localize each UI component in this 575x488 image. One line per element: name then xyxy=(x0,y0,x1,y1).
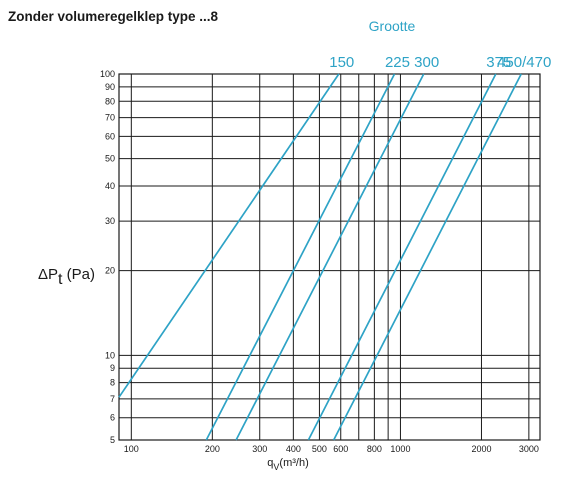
x-axis-label-main: q xyxy=(267,457,273,469)
x-tick-label-1000: 1000 xyxy=(390,444,410,454)
x-axis-label: qV(m³/h) xyxy=(267,457,308,472)
y-tick-label-7: 7 xyxy=(110,394,115,404)
series-line-450-470 xyxy=(332,73,522,441)
y-axis-label-main: ΔP xyxy=(38,266,58,283)
x-tick-label-2000: 2000 xyxy=(471,444,491,454)
x-tick-label-100: 100 xyxy=(124,444,139,454)
chart-title: Zonder volumeregelklep type ...8 xyxy=(8,9,219,24)
x-tick-label-3000: 3000 xyxy=(519,444,539,454)
series-label-300: 300 xyxy=(414,54,439,71)
x-tick-label-200: 200 xyxy=(205,444,220,454)
y-tick-label-80: 80 xyxy=(105,96,115,106)
x-axis-label-unit: (m³/h) xyxy=(279,457,308,469)
y-tick-label-9: 9 xyxy=(110,363,115,373)
y-axis-label: ΔPt (Pa) xyxy=(38,266,95,288)
y-tick-label-100: 100 xyxy=(100,69,115,79)
y-tick-label-40: 40 xyxy=(105,181,115,191)
series-label-225: 225 xyxy=(385,54,410,71)
y-tick-label-30: 30 xyxy=(105,216,115,226)
x-tick-label-800: 800 xyxy=(367,444,382,454)
series-line-150 xyxy=(118,73,340,398)
y-tick-label-90: 90 xyxy=(105,82,115,92)
series-line-375 xyxy=(307,73,497,441)
series-line-300 xyxy=(235,73,425,441)
y-axis-label-unit: (Pa) xyxy=(62,266,95,283)
y-tick-labels: 5 6 7 8 9 10 20 30 40 50 60 70 80 90 100 xyxy=(100,69,115,445)
y-tick-label-60: 60 xyxy=(105,131,115,141)
series-label-375: 375 xyxy=(486,54,511,71)
y-tick-label-8: 8 xyxy=(110,378,115,388)
series-label-150: 150 xyxy=(329,54,354,71)
y-tick-label-50: 50 xyxy=(105,154,115,164)
x-tick-label-400: 400 xyxy=(286,444,301,454)
y-tick-label-70: 70 xyxy=(105,113,115,123)
y-tick-label-6: 6 xyxy=(110,413,115,423)
x-axis-label-sub: V xyxy=(273,462,279,472)
y-tick-label-20: 20 xyxy=(105,266,115,276)
x-tick-labels: 100 200 300 400 500 600 800 1000 2000 3000 xyxy=(124,444,539,454)
plot-frame xyxy=(118,73,541,441)
series-line-225 xyxy=(205,73,396,441)
y-tick-label-10: 10 xyxy=(105,350,115,360)
y-axis-label-sub: t xyxy=(58,271,63,288)
x-tick-label-500: 500 xyxy=(312,444,327,454)
series-lines xyxy=(118,73,522,441)
series-label-450-470: 450/470 xyxy=(497,54,551,71)
legend-title: Grootte xyxy=(369,18,416,34)
x-tick-label-600: 600 xyxy=(333,444,348,454)
x-tick-label-300: 300 xyxy=(252,444,267,454)
y-tick-label-5: 5 xyxy=(110,435,115,445)
